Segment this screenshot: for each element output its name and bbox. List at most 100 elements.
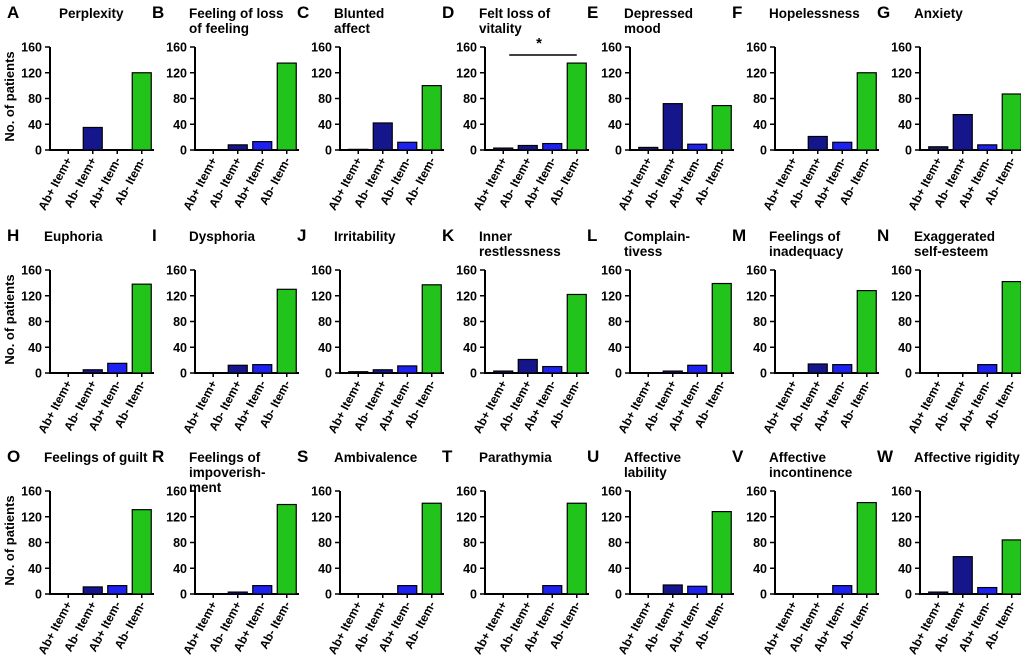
bar-4 <box>566 62 587 151</box>
y-tick-label: 0 <box>905 367 912 381</box>
y-tick-label: 0 <box>470 588 477 602</box>
chart-title-line: Depressed <box>624 6 693 21</box>
bar-4 <box>131 283 152 374</box>
bar-3 <box>397 585 418 595</box>
y-tick-label: 0 <box>470 144 477 158</box>
chart-title-line: Affective <box>769 450 827 465</box>
chart-title: Hopelessness <box>769 6 860 21</box>
chart-panel-r: R Feelings of impoverish-ment04080120160Ab… <box>152 447 299 657</box>
y-tick-label: 80 <box>173 92 187 106</box>
bar-2 <box>82 369 103 374</box>
chart-title: Complain-tivess <box>624 229 690 259</box>
y-axis-label: No. of patients <box>2 495 17 585</box>
y-tick-label: 40 <box>608 562 622 576</box>
bar-2 <box>227 591 248 595</box>
bar-4 <box>276 288 297 374</box>
chart-title-line: lability <box>624 465 667 480</box>
y-tick-label: 160 <box>166 41 187 55</box>
bar-3 <box>977 586 998 595</box>
chart-title-line: Felt loss of <box>479 6 551 21</box>
y-tick-label: 80 <box>753 536 767 550</box>
y-tick-label: 40 <box>753 341 767 355</box>
bar-4 <box>421 85 442 151</box>
y-tick-label: 0 <box>760 367 767 381</box>
bar-1 <box>493 147 514 151</box>
panel-letter: J <box>297 226 306 245</box>
y-tick-label: 0 <box>325 144 332 158</box>
chart-title-line: Feelings of guilt <box>44 450 148 465</box>
panel-letter: L <box>587 226 597 245</box>
panel-letter: V <box>732 447 744 466</box>
y-tick-label: 40 <box>898 562 912 576</box>
bar-2 <box>82 126 103 151</box>
chart-title-line: Anxiety <box>914 6 963 21</box>
y-tick-label: 120 <box>746 66 767 80</box>
chart-title-line: Euphoria <box>44 229 103 244</box>
y-tick-label: 40 <box>28 562 42 576</box>
chart-title-line: tivess <box>624 244 662 259</box>
bar-3 <box>832 141 853 151</box>
bar-4 <box>711 511 732 595</box>
panel-letter: B <box>152 3 164 22</box>
y-tick-label: 120 <box>311 289 332 303</box>
panel-letter: O <box>7 447 20 466</box>
chart-title: Affective lability <box>624 450 682 480</box>
bar-4 <box>711 282 732 374</box>
y-tick-label: 120 <box>456 510 477 524</box>
y-tick-label: 0 <box>35 144 42 158</box>
y-tick-label: 80 <box>608 92 622 106</box>
y-tick-label: 160 <box>746 264 767 278</box>
y-tick-label: 0 <box>180 367 187 381</box>
bar-3 <box>397 141 418 151</box>
y-tick-label: 80 <box>173 536 187 550</box>
chart-title: Irritability <box>334 229 396 244</box>
y-tick-label: 120 <box>601 66 622 80</box>
y-tick-label: 0 <box>905 144 912 158</box>
bar-4 <box>711 104 732 151</box>
chart-title-line: Feelings of <box>189 450 261 465</box>
bar-2 <box>227 364 248 374</box>
panel-letter: W <box>877 447 894 466</box>
chart-title: Depressed mood <box>624 6 693 36</box>
chart-title-line: Ambivalence <box>334 450 418 465</box>
y-axis-label: No. of patients <box>2 51 17 141</box>
y-tick-label: 120 <box>21 510 42 524</box>
chart-title-line: Perplexity <box>59 6 124 21</box>
bar-2 <box>372 369 393 374</box>
y-tick-label: 80 <box>28 315 42 329</box>
y-tick-label: 40 <box>463 118 477 132</box>
chart-title-line: mood <box>624 21 661 36</box>
chart-title: Affective incontinence <box>769 450 853 480</box>
y-tick-label: 160 <box>21 264 42 278</box>
bar-2 <box>952 556 973 595</box>
y-tick-label: 160 <box>456 264 477 278</box>
y-tick-label: 80 <box>463 315 477 329</box>
chart-title: Feelings of guilt <box>44 450 148 465</box>
bar-2 <box>662 103 683 151</box>
y-tick-label: 40 <box>173 562 187 576</box>
bar-3 <box>687 364 708 374</box>
chart-title-line: Affective rigidity <box>914 450 1020 465</box>
bar-3 <box>252 585 273 595</box>
y-tick-label: 40 <box>173 341 187 355</box>
bar-4 <box>276 503 297 595</box>
y-tick-label: 160 <box>311 264 332 278</box>
bar-1 <box>348 148 369 151</box>
y-tick-label: 160 <box>601 264 622 278</box>
y-tick-label: 160 <box>891 264 912 278</box>
bar-3 <box>687 143 708 151</box>
y-tick-label: 80 <box>898 315 912 329</box>
bar-2 <box>227 144 248 151</box>
y-tick-label: 160 <box>891 41 912 55</box>
bar-3 <box>977 364 998 374</box>
bar-3 <box>252 364 273 374</box>
y-tick-label: 160 <box>21 485 42 499</box>
bar-3 <box>107 362 128 374</box>
